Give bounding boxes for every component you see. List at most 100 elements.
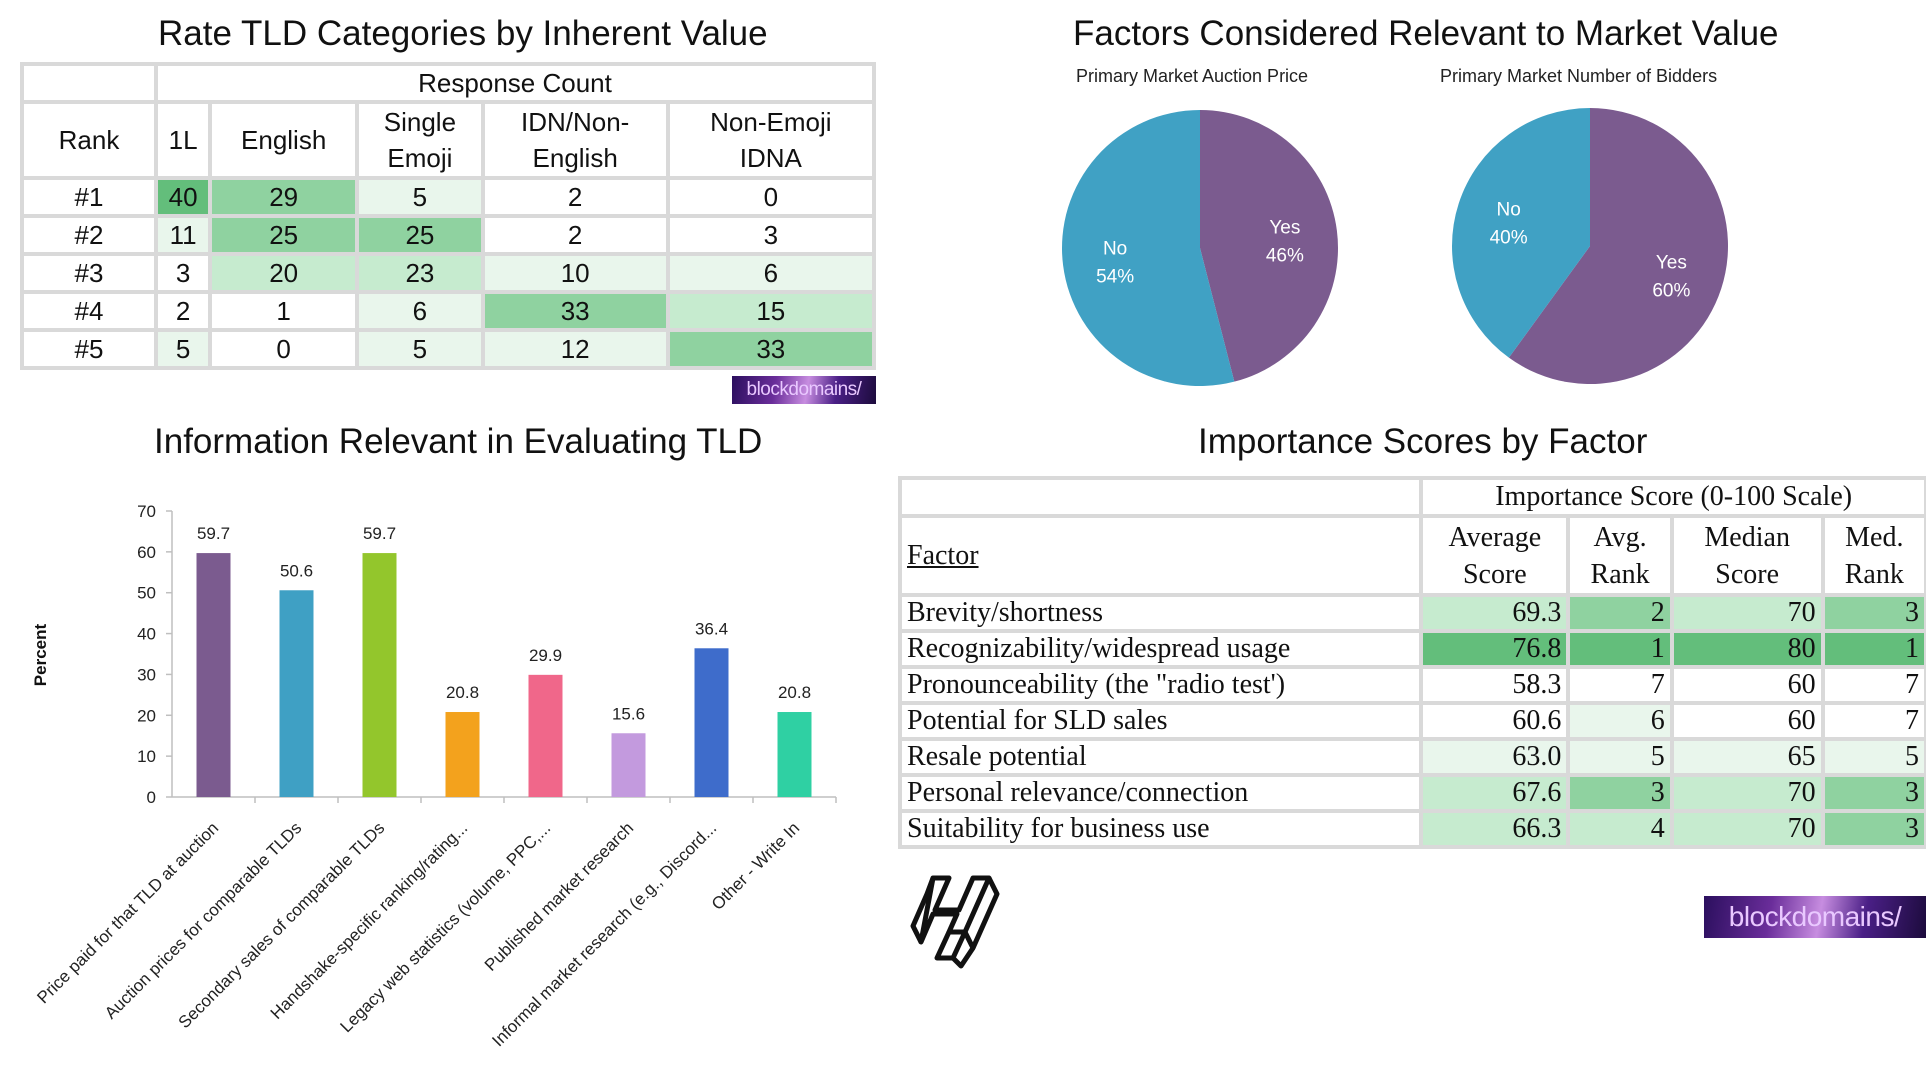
rank-table-title: Rate TLD Categories by Inherent Value [158,14,768,53]
bar-value-label: 59.7 [197,524,230,543]
score-cell: 7 [1820,701,1926,741]
count-cell: 0 [208,328,360,370]
bar-value-label: 15.6 [612,704,645,723]
column-header-idn: IDN/Non- English [480,100,670,180]
score-cell: 4 [1566,809,1674,849]
score-cell: 60.6 [1419,701,1571,741]
count-cell: 15 [665,290,877,332]
header-line: Score [1715,558,1780,590]
count-cell: 2 [480,214,670,256]
bar [694,648,729,797]
bar-value-label: 50.6 [280,561,313,580]
score-cell: 7 [1566,665,1674,705]
rank-label: #1 [20,176,158,218]
count-cell: 5 [355,328,485,370]
pie-slice-percent: 40% [1490,228,1528,249]
pie-chart-number-bidders: Yes 60% No 40% [1452,108,1728,384]
factor-row: Personal relevance/connection 67.6 3 70 … [897,773,1926,813]
column-header-single-emoji: Single Emoji [355,100,485,180]
bar [777,712,812,797]
score-cell: 3 [1820,809,1926,849]
pie-slice-no [1452,108,1590,358]
header-line: 1L [168,125,198,155]
column-header-average-score: Average Score [1419,514,1571,597]
pie-auction-price-title: Primary Market Auction Price [1076,66,1309,86]
rank-row: #1 40 29 5 2 0 [20,176,877,218]
score-cell: 76.8 [1419,629,1571,669]
count-cell: 6 [665,252,877,294]
score-cell: 3 [1566,773,1674,813]
rank-row: #4 2 1 6 33 15 [20,290,877,332]
score-cell: 70 [1669,593,1825,633]
factor-row: Suitability for business use 66.3 4 70 3 [897,809,1926,849]
score-cell: 70 [1669,773,1825,813]
handshake-logo [910,875,1000,969]
factor-column-header: Factor [897,514,1424,597]
count-cell: 5 [355,176,485,218]
bar-chart: 0 10 20 30 40 50 60 70 Percent 59.7 Price paid for… [31,502,837,1050]
score-cell: 7 [1820,665,1926,705]
factor-name: Brevity/shortness [897,593,1424,633]
pie-slice-label: No [1496,200,1520,221]
rank-label: #2 [20,214,158,256]
score-cell: 58.3 [1419,665,1571,705]
y-axis-label: Percent [31,623,50,686]
score-cell: 70 [1669,809,1825,849]
header-line: Median [1704,521,1790,553]
rank-table-header-row-2: Rank 1L English Single Emoji IDN/Non- Engl… [20,100,877,180]
bar [362,553,397,797]
factor-name: Potential for SLD sales [897,701,1424,741]
score-cell: 60 [1669,665,1825,705]
score-cell: 2 [1566,593,1674,633]
pie-slice-label: No [1103,239,1127,260]
score-cell: 1 [1820,629,1926,669]
header-line: Rank [1590,558,1650,590]
rank-row: #2 11 25 25 2 3 [20,214,877,256]
score-cell: 60 [1669,701,1825,741]
factor-name: Suitability for business use [897,809,1424,849]
rank-label: #4 [20,290,158,332]
pie-slice-no [1062,110,1235,386]
empty-corner-cell [897,476,1424,518]
score-cell: 6 [1566,701,1674,741]
header-line: Rank [1844,558,1904,590]
header-line: Med. [1845,521,1904,553]
y-tick-label: 40 [137,625,156,644]
count-cell: 0 [665,176,877,218]
x-category-label: Price paid for that TLD at auction [33,818,222,1007]
bar-value-label: 59.7 [363,524,396,543]
count-cell: 25 [208,214,360,256]
header-line: IDNA [739,143,802,173]
column-header-non-emoji-idna: Non-Emoji IDNA [665,100,877,180]
pie-slice-label: Yes [1269,217,1300,238]
count-cell: 5 [153,328,213,370]
header-line: Avg. [1593,521,1647,553]
count-cell: 33 [665,328,877,370]
score-cell: 3 [1820,773,1926,813]
blockdomains-logo-small: blockdomains/ [732,376,876,404]
importance-header-row-2: Factor Average Score Avg. Rank Median Score… [897,514,1926,597]
factor-name: Personal relevance/connection [897,773,1424,813]
bar-value-label: 20.8 [778,683,811,702]
bar [196,553,231,797]
rank-label: #5 [20,328,158,370]
rank-row: #3 3 20 23 10 6 [20,252,877,294]
rank-label: #3 [20,252,158,294]
header-line: Emoji [387,143,453,173]
count-cell: 3 [153,252,213,294]
factor-name: Pronounceability (the "radio test') [897,665,1424,705]
count-cell: 2 [480,176,670,218]
header-line: Score [1462,558,1527,590]
factor-row: Pronounceability (the "radio test') 58.3… [897,665,1926,705]
count-cell: 29 [208,176,360,218]
bar-chart-title: Information Relevant in Evaluating TLD [154,422,763,461]
y-tick-label: 0 [147,788,156,807]
count-cell: 12 [480,328,670,370]
score-cell: 69.3 [1419,593,1571,633]
y-tick-label: 20 [137,706,156,725]
pie-slice-label: Yes [1656,252,1687,273]
header-line: Single [383,107,457,137]
pie-slice-percent: 54% [1096,267,1134,288]
score-cell: 1 [1566,629,1674,669]
header-line: English [532,143,618,173]
